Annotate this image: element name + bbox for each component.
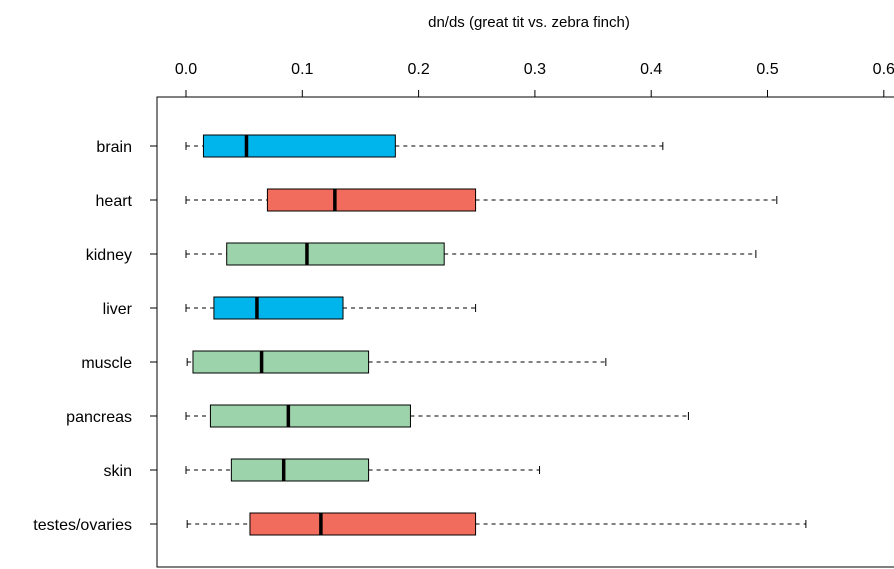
x-tick-label: 0.5: [756, 61, 778, 78]
iqr-box: [249, 512, 477, 536]
category-label: muscle: [81, 355, 132, 372]
box-heart: heart: [96, 188, 778, 212]
category-label: skin: [104, 463, 132, 480]
box-pancreas: pancreas: [66, 404, 689, 428]
iqr-box: [213, 296, 344, 320]
category-label: brain: [96, 139, 132, 156]
category-label: testes/ovaries: [33, 517, 132, 534]
category-label: liver: [103, 301, 133, 318]
x-tick-label: 0.0: [175, 61, 197, 78]
box-series: brain heart kidney liver muscle pancreas skin t…: [33, 134, 807, 536]
category-label: kidney: [86, 247, 132, 264]
x-tick-label: 0.2: [407, 61, 429, 78]
iqr-box: [226, 242, 445, 266]
box-liver: liver: [103, 296, 477, 320]
x-tick-label: 0.3: [524, 61, 546, 78]
iqr-box: [266, 188, 477, 212]
box-kidney: kidney: [86, 242, 757, 266]
iqr-box: [209, 404, 411, 428]
x-tick-label: 0.1: [291, 61, 313, 78]
category-label: pancreas: [66, 409, 132, 426]
x-axis-title: dn/ds (great tit vs. zebra finch): [428, 14, 630, 31]
iqr-box: [192, 350, 370, 374]
iqr-box: [230, 458, 370, 482]
x-tick-label: 0.4: [640, 61, 662, 78]
plot-frame: [156, 96, 894, 568]
iqr-box: [202, 134, 396, 158]
box-muscle: muscle: [81, 350, 607, 374]
box-brain: brain: [96, 134, 664, 158]
x-axis-ticks: 0.0 0.1 0.2 0.3 0.4 0.5 0.6: [175, 61, 894, 97]
x-tick-label: 0.6: [873, 61, 894, 78]
box-testes-ovaries: testes/ovaries: [33, 512, 807, 536]
category-label: heart: [96, 193, 133, 210]
box-skin: skin: [104, 458, 541, 482]
